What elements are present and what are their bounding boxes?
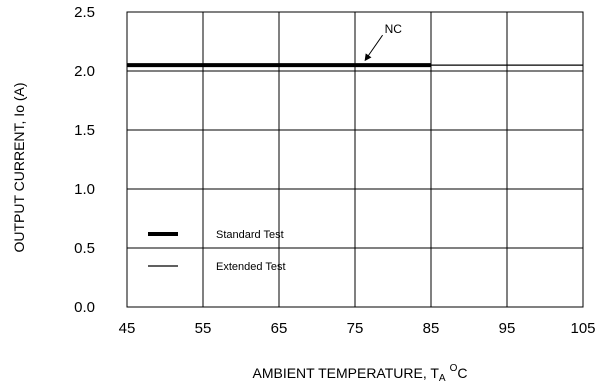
x-axis-title: AMBIENT TEMPERATURE, TAOC [252, 363, 467, 384]
y-tick-1.0: 1.0 [74, 181, 95, 198]
y-tick-2.5: 2.5 [74, 4, 95, 21]
plot-frame [126, 11, 584, 308]
x-tick-85: 85 [423, 320, 440, 337]
annotation-arrowhead [364, 53, 372, 62]
x-tick-45: 45 [119, 320, 136, 337]
annotation-label: NC [385, 22, 403, 36]
legend: Standard Test Extended Test [148, 229, 286, 273]
y-tick-0.5: 0.5 [74, 240, 95, 257]
annotation-arrow [366, 34, 384, 59]
x-axis-title-unit: C [457, 365, 467, 381]
x-tick-65: 65 [271, 320, 288, 337]
y-tick-1.5: 1.5 [74, 122, 95, 139]
x-axis-title-main: AMBIENT TEMPERATURE, T [252, 365, 439, 381]
x-tick-105: 105 [570, 320, 595, 337]
y-axis-title: OUTPUT CURRENT, Io (A) [11, 82, 27, 252]
x-axis-title-subscript: A [439, 373, 446, 384]
x-tick-labels: 45 55 65 75 85 95 105 [119, 320, 596, 337]
x-tick-75: 75 [347, 320, 364, 337]
x-tick-95: 95 [499, 320, 516, 337]
y-tick-0.0: 0.0 [74, 299, 95, 316]
legend-label-standard-test: Standard Test [216, 229, 284, 241]
x-tick-55: 55 [195, 320, 212, 337]
y-tick-2.0: 2.0 [74, 63, 95, 80]
y-tick-labels: 0.0 0.5 1.0 1.5 2.0 2.5 [74, 4, 95, 316]
legend-label-extended-test: Extended Test [216, 261, 286, 273]
annotation-nc: NC [364, 22, 403, 62]
x-axis-title-superscript: O [450, 363, 458, 374]
grid [127, 12, 583, 307]
